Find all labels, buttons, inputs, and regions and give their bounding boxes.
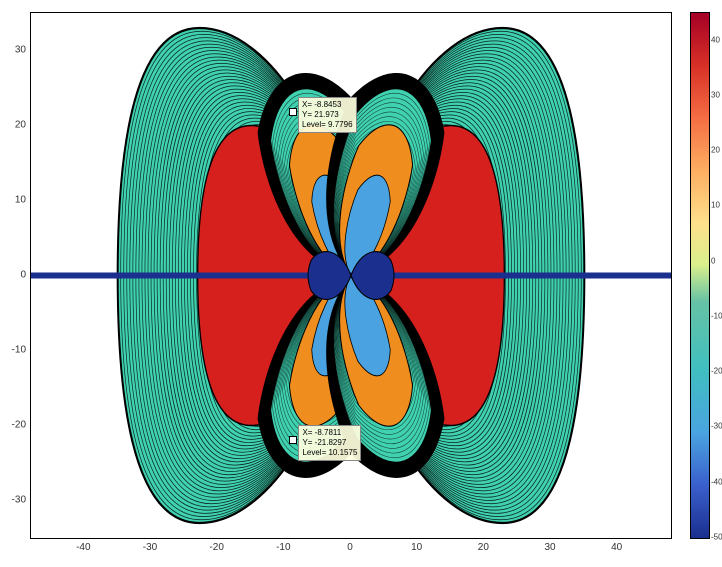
- datatip-line: Y= 21.973: [302, 110, 353, 120]
- y-axis-ticks: -30 -20 -10 0 10 20 30: [0, 12, 28, 537]
- colorbar-tick: 10: [711, 201, 720, 210]
- plot-area[interactable]: X= -8.8453Y= 21.973Level= 9.7796 X= -8.78…: [30, 12, 672, 539]
- x-tick: 0: [347, 542, 353, 553]
- colorbar-tick: 40: [711, 35, 720, 44]
- y-tick: 0: [20, 269, 26, 280]
- x-tick: -40: [76, 542, 90, 553]
- datatip[interactable]: X= -8.7811Y= -21.8297Level= 10.1575: [298, 425, 361, 461]
- datatip-marker[interactable]: [289, 436, 297, 444]
- chart-container: X= -8.8453Y= 21.973Level= 9.7796 X= -8.78…: [0, 0, 722, 567]
- y-tick: -10: [12, 344, 26, 355]
- colorbar-tick: 0: [711, 256, 715, 265]
- colorbar-gradient: [691, 13, 709, 538]
- y-tick: 30: [15, 44, 26, 55]
- x-tick: 10: [411, 542, 422, 553]
- datatip-marker[interactable]: [289, 108, 297, 116]
- y-tick: -20: [12, 419, 26, 430]
- datatip-line: Level= 9.7796: [302, 120, 353, 130]
- x-tick: 40: [611, 542, 622, 553]
- colorbar-tick: 20: [711, 146, 720, 155]
- x-tick: 30: [544, 542, 555, 553]
- datatip-line: Level= 10.1575: [302, 448, 357, 458]
- colorbar-tick: -10: [711, 311, 722, 320]
- colorbar-tick: -30: [711, 422, 722, 431]
- colorbar-tick: 30: [711, 90, 720, 99]
- datatip[interactable]: X= -8.8453Y= 21.973Level= 9.7796: [298, 97, 357, 133]
- datatip-line: X= -8.8453: [302, 100, 353, 110]
- colorbar-tick: -40: [711, 477, 722, 486]
- y-tick: 20: [15, 119, 26, 130]
- x-tick: 20: [478, 542, 489, 553]
- colorbar-ticks: -50-40-30-20-10010203040: [709, 12, 722, 537]
- y-tick: -30: [12, 494, 26, 505]
- colorbar-tick: -50: [711, 533, 722, 542]
- x-tick: -20: [209, 542, 223, 553]
- datatip-line: X= -8.7811: [302, 428, 357, 438]
- colorbar-tick: -20: [711, 367, 722, 376]
- datatip-line: Y= -21.8297: [302, 438, 357, 448]
- x-axis-ticks: -40 -30 -20 -10 0 10 20 30 40: [30, 540, 670, 558]
- y-tick: 10: [15, 194, 26, 205]
- colorbar[interactable]: [690, 12, 710, 539]
- x-tick: -10: [276, 542, 290, 553]
- x-tick: -30: [143, 542, 157, 553]
